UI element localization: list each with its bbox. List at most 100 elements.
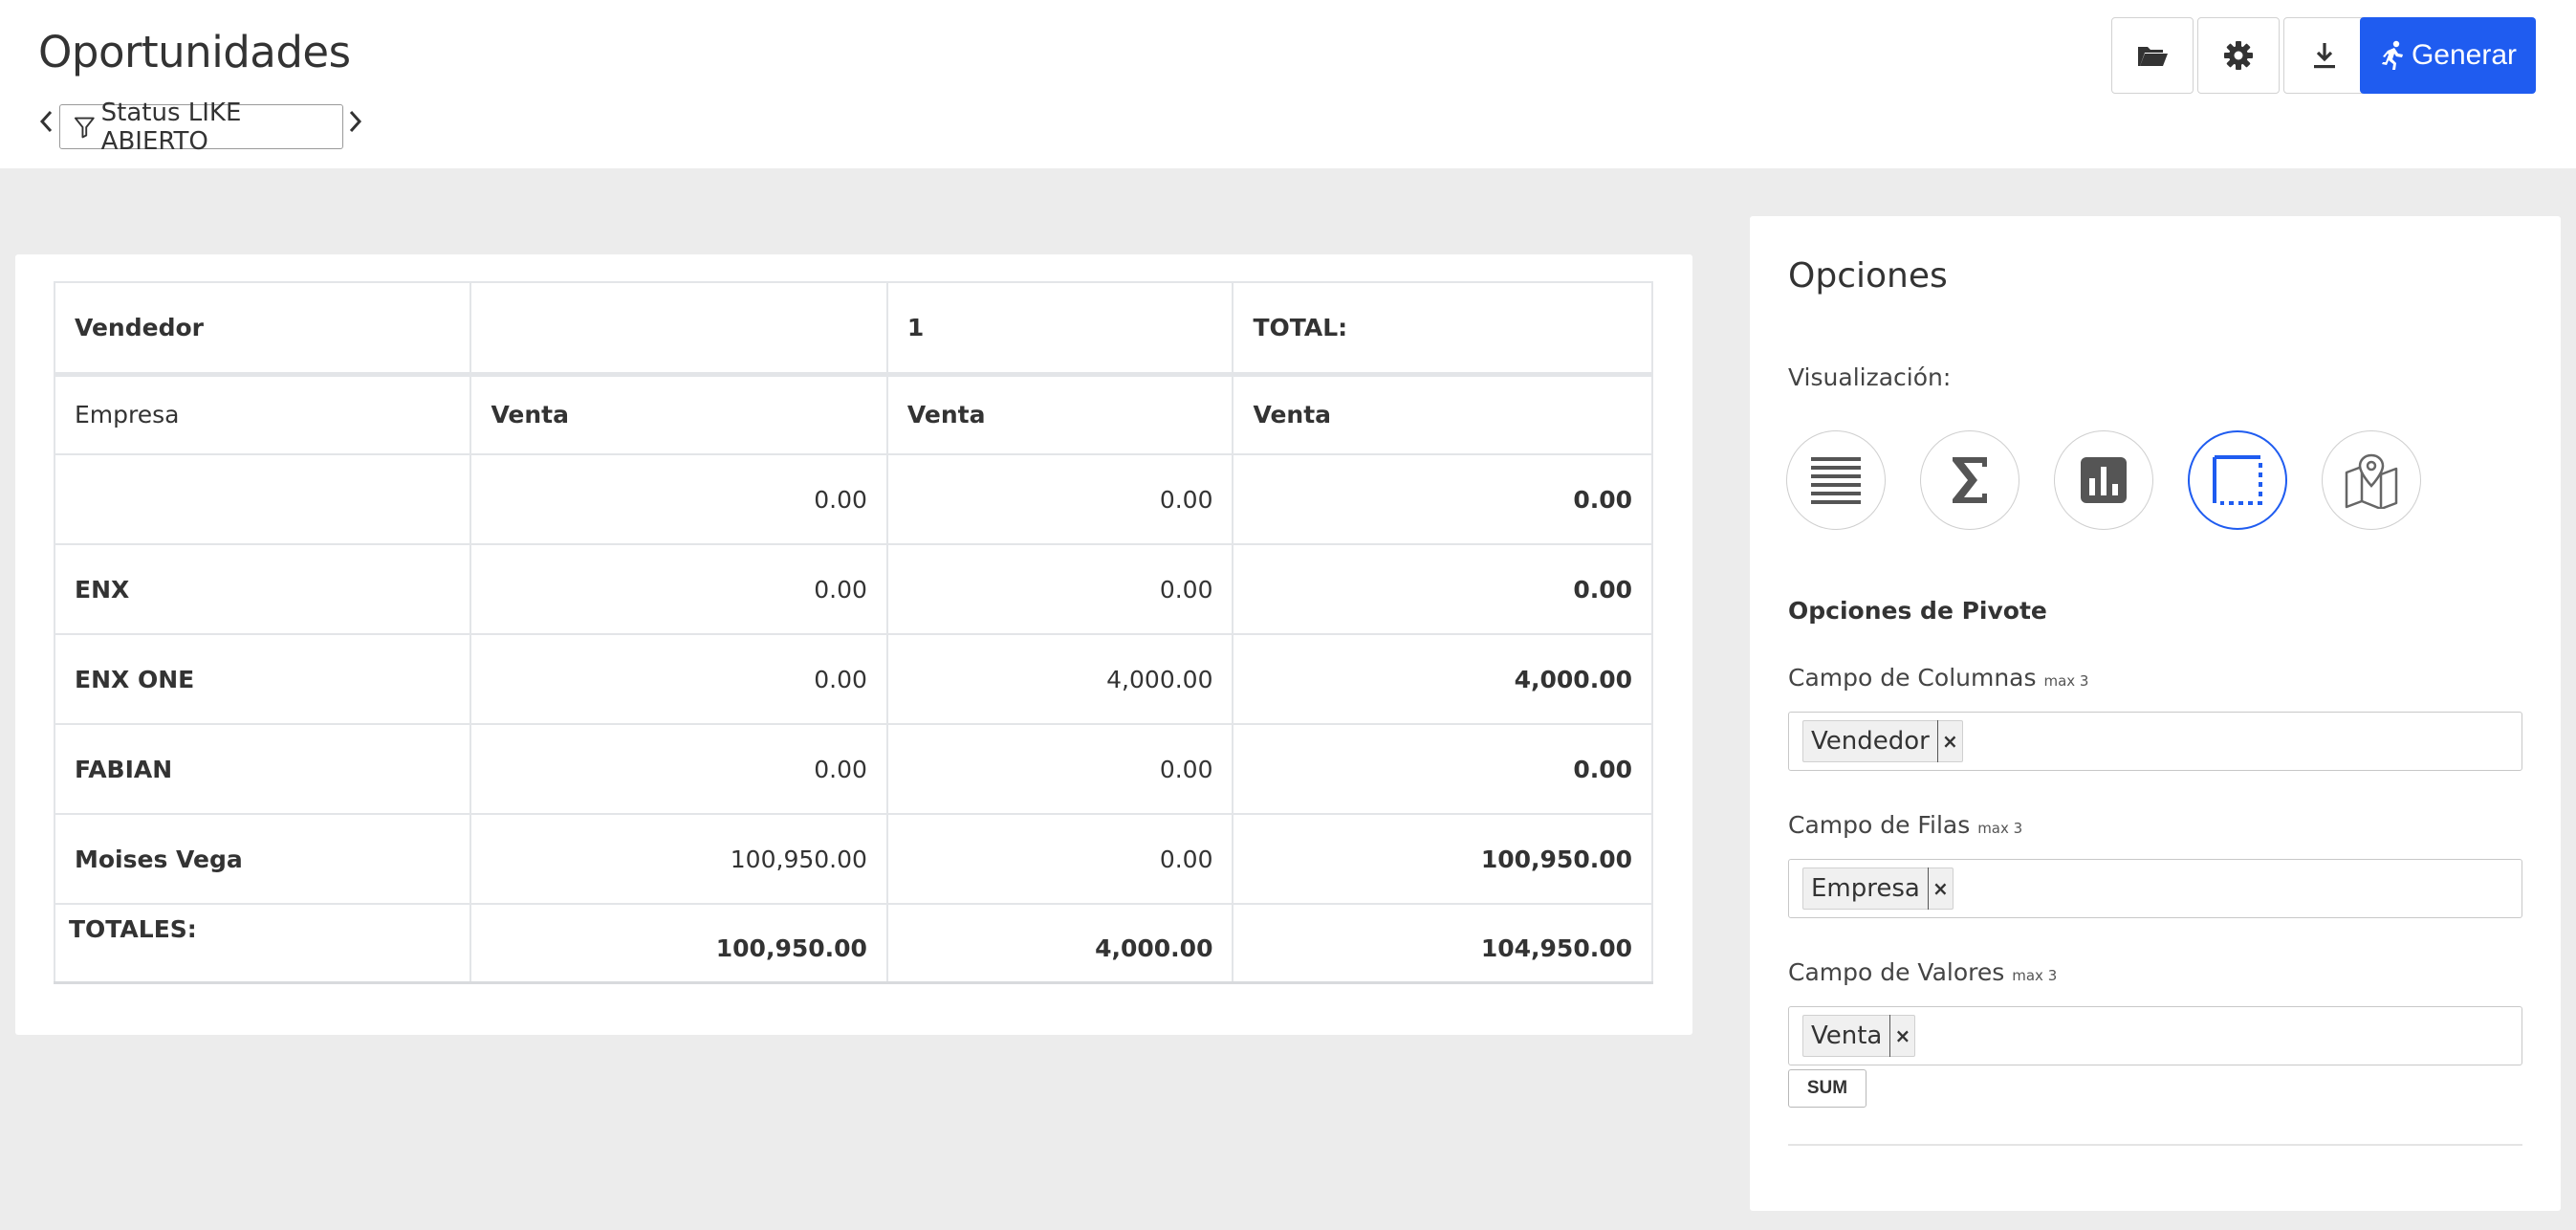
cell-value: 0.00 — [469, 453, 888, 545]
column-value-header: 1 — [885, 281, 1234, 375]
tag-label: Venta — [1811, 1021, 1883, 1050]
row-field-header: Empresa — [53, 371, 472, 455]
aggregate-button[interactable]: SUM — [1788, 1069, 1867, 1108]
row-total: 4,000.00 — [1232, 633, 1653, 725]
row-total: 0.00 — [1232, 543, 1653, 635]
previous-filter-button[interactable] — [34, 107, 57, 136]
map-pin-icon — [2345, 453, 2398, 509]
cell-value: 100,950.00 — [469, 813, 888, 905]
row-label: Moises Vega — [53, 813, 472, 905]
remove-tag-button[interactable]: × — [1927, 868, 1953, 910]
measure-header: Venta — [1232, 371, 1653, 455]
column-total-cell: 100,950.00 — [469, 903, 888, 984]
table-row: 0.00 0.00 0.00 — [53, 453, 1653, 545]
row-total: 0.00 — [1232, 723, 1653, 815]
remove-tag-button[interactable]: × — [1889, 1015, 1914, 1057]
viz-chart-button[interactable] — [2054, 430, 2153, 530]
viz-summary-button[interactable] — [1920, 430, 2019, 530]
chevron-left-icon — [39, 110, 53, 133]
page-title: Oportunidades — [38, 27, 351, 77]
measure-header-row: Empresa Venta Venta Venta — [53, 371, 1653, 455]
values-tag: Venta × — [1802, 1015, 1916, 1057]
columns-field-input[interactable]: Vendedor × — [1788, 712, 2522, 771]
totals-row: TOTALES: 100,950.00 4,000.00 104,950.00 — [53, 903, 1653, 984]
columns-tag: Vendedor × — [1802, 720, 1963, 762]
options-panel: Opciones Visualización: — [1750, 216, 2561, 1211]
visualization-label: Visualización: — [1788, 363, 1952, 391]
totals-label: TOTALES: — [69, 915, 197, 944]
remove-tag-button[interactable]: × — [1936, 720, 1962, 762]
list-icon — [1811, 457, 1861, 504]
column-field-header-row: Vendedor 1 TOTAL: — [53, 281, 1653, 375]
next-filter-button[interactable] — [344, 107, 367, 136]
filter-label: Status LIKE ABIERTO — [100, 98, 242, 156]
divider — [1788, 1144, 2522, 1146]
filter-chip[interactable]: Status LIKE ABIERTO — [59, 99, 343, 156]
values-field-label-text: Campo de Valores — [1788, 958, 2005, 986]
cell-value: 4,000.00 — [885, 633, 1234, 725]
table-row: ENX 0.00 0.00 0.00 — [53, 543, 1653, 635]
rows-field-label: Campo de Filas max 3 — [1788, 811, 2022, 839]
generate-button[interactable]: Generar — [2360, 17, 2536, 94]
sigma-icon — [1953, 457, 1987, 503]
cell-value: 0.00 — [469, 543, 888, 635]
values-field-label: Campo de Valores max 3 — [1788, 958, 2057, 986]
gear-icon — [2224, 41, 2253, 70]
tag-label: Empresa — [1811, 874, 1920, 903]
measure-header: Venta — [885, 371, 1234, 455]
running-person-icon — [2381, 40, 2403, 70]
tag-label: Vendedor — [1811, 727, 1930, 756]
top-bar: Oportunidades Status LIKE ABIERTO — [0, 0, 2576, 168]
download-icon — [2314, 43, 2335, 69]
rows-field-input[interactable]: Empresa × — [1788, 859, 2522, 918]
row-total: 100,950.00 — [1232, 813, 1653, 905]
max-hint: max 3 — [1977, 820, 2023, 837]
rows-field-label-text: Campo de Filas — [1788, 811, 1971, 839]
max-hint: max 3 — [2012, 967, 2058, 984]
cell-value: 0.00 — [469, 723, 888, 815]
generate-label: Generar — [2411, 39, 2518, 71]
row-label: ENX ONE — [53, 633, 472, 725]
max-hint: max 3 — [2043, 672, 2089, 690]
viz-list-button[interactable] — [1786, 430, 1886, 530]
row-label: ENX — [53, 543, 472, 635]
table-row: ENX ONE 0.00 4,000.00 4,000.00 — [53, 633, 1653, 725]
download-button[interactable] — [2283, 17, 2366, 94]
column-total: 100,950.00 — [715, 934, 867, 963]
grand-total: 104,950.00 — [1480, 934, 1632, 963]
columns-field-label-text: Campo de Columnas — [1788, 664, 2037, 692]
table-row: FABIAN 0.00 0.00 0.00 — [53, 723, 1653, 815]
viz-map-button[interactable] — [2322, 430, 2421, 530]
filter-icon — [74, 117, 95, 138]
measure-header: Venta — [469, 371, 888, 455]
viz-pivot-button[interactable] — [2188, 430, 2287, 530]
cell-value: 0.00 — [885, 453, 1234, 545]
options-title: Opciones — [1788, 256, 1948, 296]
pivot-table-icon — [2213, 455, 2262, 505]
row-label — [53, 453, 472, 545]
columns-field-label: Campo de Columnas max 3 — [1788, 664, 2088, 692]
cell-value: 0.00 — [885, 813, 1234, 905]
column-field-header: Vendedor — [53, 281, 472, 375]
row-total: 0.00 — [1232, 453, 1653, 545]
pivot-table: Vendedor 1 TOTAL: Empresa Venta Venta Ve… — [53, 281, 1653, 984]
table-row: Moises Vega 100,950.00 0.00 100,950.00 — [53, 813, 1653, 905]
column-total-cell: 4,000.00 — [885, 903, 1234, 984]
column-value-header — [469, 281, 888, 375]
cell-value: 0.00 — [885, 723, 1234, 815]
total-header: TOTAL: — [1232, 281, 1653, 375]
results-card: Vendedor 1 TOTAL: Empresa Venta Venta Ve… — [15, 254, 1692, 1035]
chevron-right-icon — [349, 110, 362, 133]
pivot-options-heading: Opciones de Pivote — [1788, 597, 2047, 625]
rows-tag: Empresa × — [1802, 868, 1954, 910]
bar-chart-icon — [2081, 457, 2127, 503]
folder-open-icon — [2138, 47, 2168, 66]
row-label: FABIAN — [53, 723, 472, 815]
settings-button[interactable] — [2197, 17, 2280, 94]
column-total: 4,000.00 — [1095, 934, 1213, 963]
grand-total-cell: 104,950.00 — [1232, 903, 1653, 984]
values-field-input[interactable]: Venta × — [1788, 1006, 2522, 1065]
totals-label-cell: TOTALES: — [53, 903, 472, 984]
open-folder-button[interactable] — [2111, 17, 2194, 94]
cell-value: 0.00 — [885, 543, 1234, 635]
